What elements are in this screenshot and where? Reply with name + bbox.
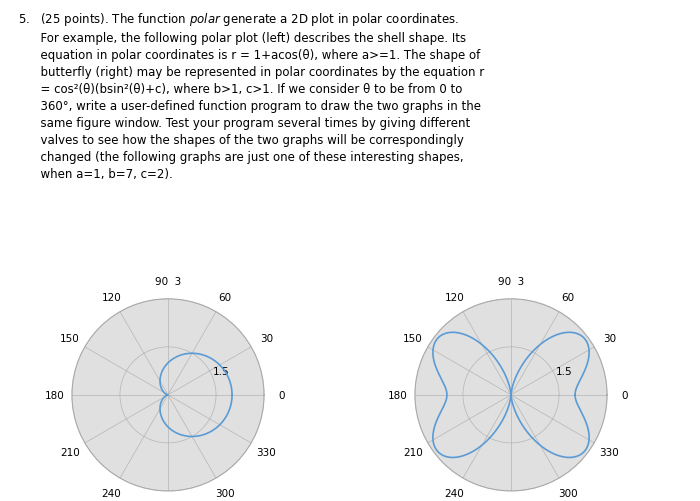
- Text: 5.   (25 points). The function $\mathit{polar}$ generate a 2D plot in polar coor: 5. (25 points). The function $\mathit{po…: [18, 12, 484, 181]
